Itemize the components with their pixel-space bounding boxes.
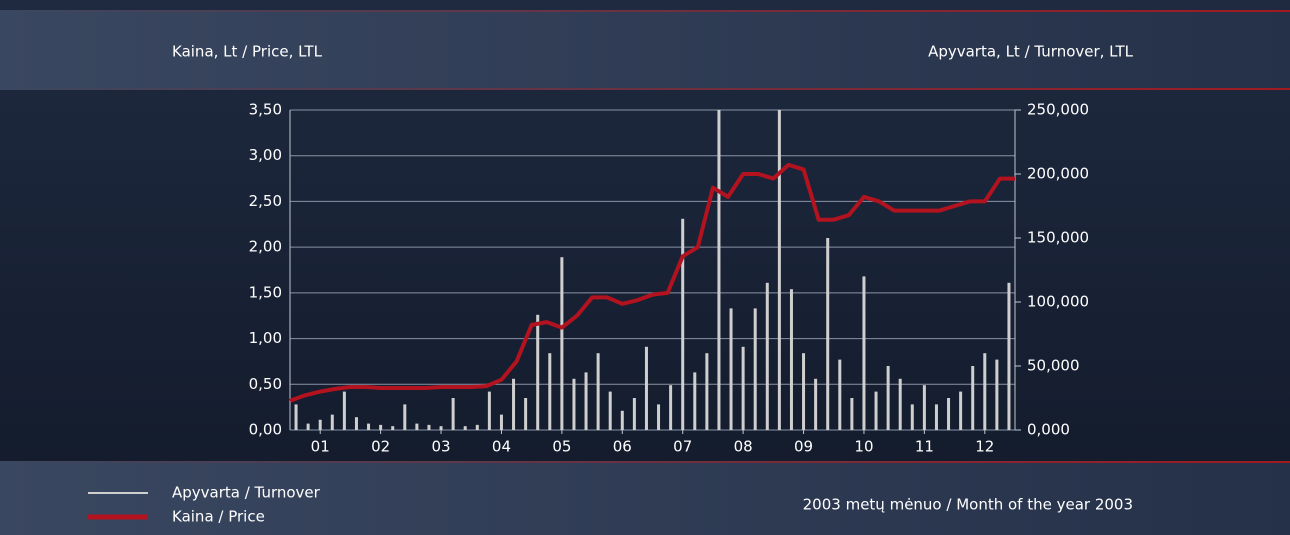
bar — [367, 423, 371, 430]
bar — [294, 404, 298, 430]
bar — [693, 372, 697, 430]
bar — [681, 218, 685, 430]
bar — [789, 289, 793, 430]
bar — [354, 417, 358, 430]
bar — [898, 378, 902, 430]
bar — [705, 353, 709, 430]
bar — [403, 404, 407, 430]
y2-tick-label: 0,000 — [1027, 421, 1070, 439]
bar — [983, 353, 987, 430]
y2-tick-label: 150,000 — [1027, 229, 1089, 247]
y2-tick-label: 250,000 — [1027, 101, 1089, 119]
x-tick-label: 02 — [371, 438, 390, 456]
x-tick-label: 06 — [613, 438, 632, 456]
x-tick-label: 08 — [734, 438, 753, 456]
bar — [548, 353, 552, 430]
bar — [608, 391, 612, 430]
x-tick-label: 05 — [552, 438, 571, 456]
bar — [499, 414, 503, 430]
bar — [620, 410, 624, 430]
y-tick-label: 3,00 — [249, 146, 282, 164]
x-tick-label: 10 — [854, 438, 873, 456]
bar — [874, 391, 878, 430]
bar — [463, 426, 467, 430]
bar — [1007, 282, 1011, 430]
bar — [379, 424, 383, 430]
bar — [644, 346, 648, 430]
bar — [729, 308, 733, 430]
bar — [777, 110, 781, 430]
bar — [934, 404, 938, 430]
y-tick-label: 3,50 — [249, 101, 282, 119]
bar — [814, 378, 818, 430]
bar — [318, 419, 322, 430]
bar — [802, 353, 806, 430]
bar — [306, 423, 310, 430]
bar — [524, 398, 528, 430]
bar — [330, 414, 334, 430]
bar — [850, 398, 854, 430]
bar — [536, 314, 540, 430]
bar — [487, 391, 491, 430]
y2-tick-label: 50,000 — [1027, 357, 1080, 375]
x-axis-label: 2003 metų mėnuo / Month of the year 2003 — [803, 496, 1133, 514]
bar — [886, 366, 890, 430]
divider — [0, 88, 1290, 90]
bar — [765, 282, 769, 430]
y-tick-label: 0,50 — [249, 375, 282, 393]
bar — [753, 308, 757, 430]
divider — [0, 461, 1290, 463]
bar — [427, 424, 431, 430]
bar — [717, 110, 721, 430]
price-line — [289, 162, 1015, 403]
bar — [657, 404, 661, 430]
y2-tick-label: 100,000 — [1027, 293, 1089, 311]
bar — [451, 398, 455, 430]
bar — [741, 346, 745, 430]
bar — [826, 238, 830, 430]
bar — [342, 391, 346, 430]
bar — [959, 391, 963, 430]
y-axis-label: Kaina, Lt / Price, LTL — [172, 43, 323, 61]
bar — [862, 276, 866, 430]
bar — [971, 366, 975, 430]
bar — [838, 359, 842, 430]
y2-tick-label: 200,000 — [1027, 165, 1089, 183]
bar — [995, 359, 999, 430]
bar — [439, 426, 443, 430]
bar — [584, 372, 588, 430]
legend-label: Kaina / Price — [172, 508, 265, 526]
x-tick-label: 03 — [431, 438, 450, 456]
y-tick-label: 2,00 — [249, 238, 282, 256]
x-tick-label: 12 — [975, 438, 994, 456]
y-tick-label: 1,50 — [249, 283, 282, 301]
bar — [415, 423, 419, 430]
bar — [632, 398, 636, 430]
x-tick-label: 11 — [915, 438, 934, 456]
bar — [560, 257, 564, 430]
bar — [391, 426, 395, 430]
bar — [669, 385, 673, 430]
x-tick-label: 09 — [794, 438, 813, 456]
x-tick-label: 07 — [673, 438, 692, 456]
bar — [910, 404, 914, 430]
y-tick-label: 0,00 — [249, 421, 282, 439]
y-tick-label: 2,50 — [249, 192, 282, 210]
bar — [596, 353, 600, 430]
bar — [475, 424, 479, 430]
y2-axis-label: Apyvarta, Lt / Turnover, LTL — [928, 43, 1134, 61]
legend-label: Apyvarta / Turnover — [172, 484, 321, 502]
footer-band — [0, 462, 1290, 535]
bar — [922, 385, 926, 430]
x-tick-label: 04 — [492, 438, 511, 456]
divider — [0, 10, 1290, 12]
bar — [512, 378, 516, 430]
bar — [572, 378, 576, 430]
y-tick-label: 1,00 — [249, 329, 282, 347]
bar — [947, 398, 951, 430]
x-tick-label: 01 — [311, 438, 330, 456]
header-band — [0, 12, 1290, 88]
